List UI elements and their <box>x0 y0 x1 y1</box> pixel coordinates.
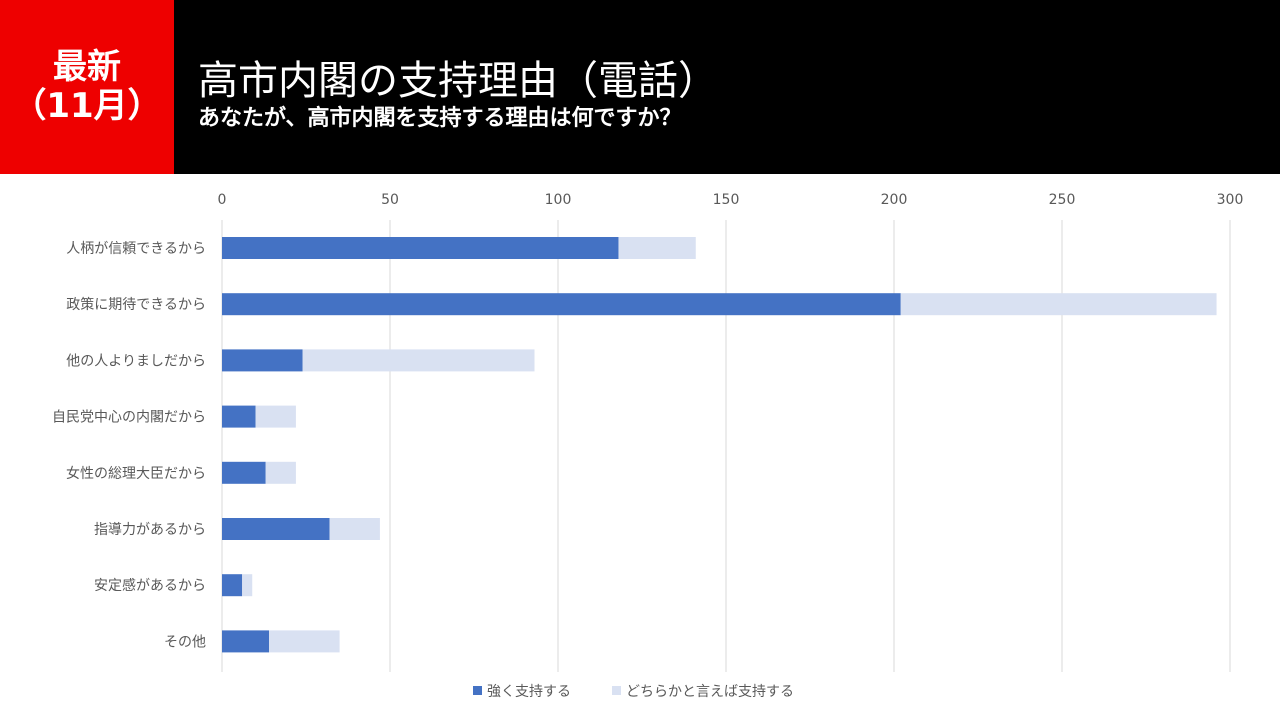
x-tick-label: 250 <box>1049 192 1076 208</box>
bar-somewhat-support <box>265 461 296 484</box>
badge-line-1: 最新 <box>53 46 121 87</box>
bar-somewhat-support <box>618 237 696 259</box>
bar-strong-support <box>222 630 270 653</box>
legend-label-strong: 強く支持する <box>487 684 571 700</box>
category-label: 人柄が信頼できるから <box>66 241 206 257</box>
bar-strong-support <box>222 405 256 428</box>
x-tick-label: 200 <box>881 192 908 208</box>
badge-line-2: （11月） <box>12 86 162 126</box>
bar-somewhat-support <box>900 293 1217 316</box>
legend-label-somewhat: どちらかと言えば支持する <box>626 684 794 700</box>
header-bar: 最新 （11月） 高市内閣の支持理由（電話） あなたが、高市内閣を支持する理由は… <box>0 0 1280 174</box>
bar-strong-support <box>222 574 243 597</box>
bar-strong-support <box>222 349 303 372</box>
bar-strong-support <box>222 237 619 259</box>
page-subtitle: あなたが、高市内閣を支持する理由は何ですか？ <box>198 106 682 131</box>
category-label: 政策に期待できるから <box>66 296 206 313</box>
x-tick-label: 300 <box>1217 192 1244 208</box>
x-tick-label: 0 <box>218 192 227 208</box>
legend-swatch-somewhat <box>612 686 621 695</box>
category-label: 指導力があるから <box>94 522 206 538</box>
bar-strong-support <box>222 461 266 484</box>
bar-somewhat-support <box>269 630 340 653</box>
category-label: 安定感があるから <box>94 577 206 594</box>
x-tick-label: 50 <box>381 192 399 208</box>
category-label: その他 <box>164 634 206 650</box>
bar-somewhat-support <box>242 574 253 597</box>
page-title: 高市内閣の支持理由（電話） <box>198 58 718 104</box>
category-label: 他の人よりましだから <box>66 353 206 369</box>
latest-badge: 最新 （11月） <box>0 0 174 174</box>
bar-somewhat-support <box>302 349 535 372</box>
support-reasons-chart: 0 50 100 150 200 250 300 人柄が信頼できるから政策に期待できるから他の… <box>52 192 1244 700</box>
legend-swatch-strong <box>473 686 482 695</box>
x-tick-label: 150 <box>713 192 740 208</box>
bar-strong-support <box>222 518 330 540</box>
bar-strong-support <box>222 293 901 316</box>
category-label: 自民党中心の内閣だから <box>52 410 206 426</box>
bar-somewhat-support <box>255 405 296 428</box>
x-tick-label: 100 <box>545 192 572 208</box>
bar-somewhat-support <box>329 518 380 540</box>
category-label: 女性の総理大臣だから <box>66 465 206 482</box>
